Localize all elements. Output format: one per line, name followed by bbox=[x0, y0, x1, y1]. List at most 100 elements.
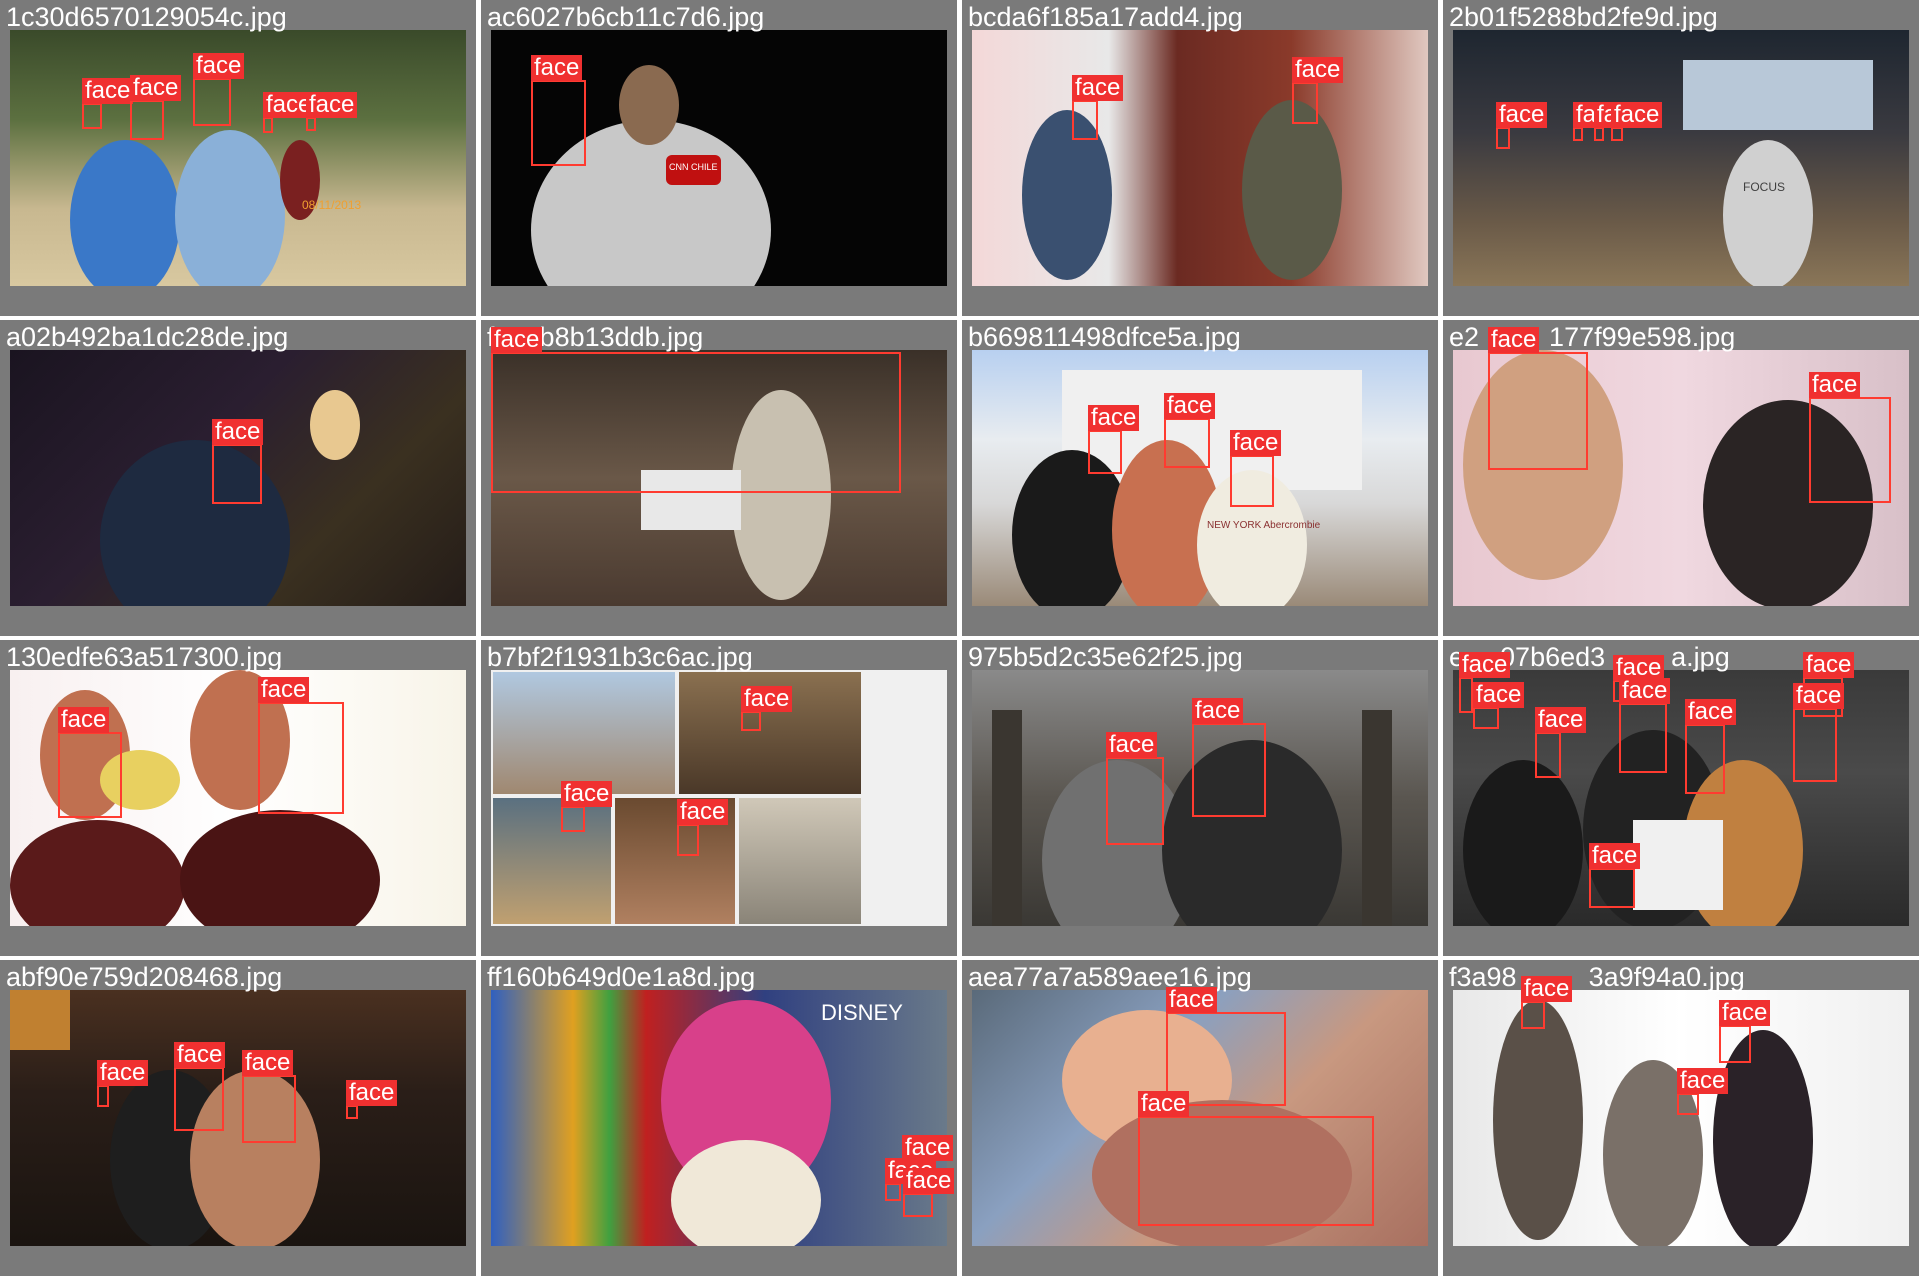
person bbox=[619, 65, 679, 145]
tile-filename: 2b01f5288bd2fe9d.jpg bbox=[1449, 2, 1718, 32]
person bbox=[70, 140, 180, 286]
photo: DISNEY bbox=[491, 990, 947, 1246]
shirt-text: FOCUS bbox=[1743, 180, 1785, 194]
face-box: face bbox=[1685, 699, 1737, 794]
image-tile: a02b492ba1dc28de.jpg face bbox=[0, 320, 476, 636]
face-box: face bbox=[1230, 430, 1282, 507]
face-box: face bbox=[1803, 652, 1855, 717]
person bbox=[1723, 140, 1813, 286]
image-tile: aea77a7a589aee16.jpg face face bbox=[962, 960, 1438, 1276]
face-box: face bbox=[561, 781, 613, 832]
photo bbox=[972, 990, 1428, 1246]
face-box: face bbox=[1459, 652, 1511, 713]
face-box: face bbox=[1535, 707, 1587, 778]
face-box: face bbox=[491, 327, 901, 493]
photo bbox=[1453, 670, 1909, 926]
column bbox=[1362, 710, 1392, 926]
face-box: face bbox=[130, 75, 182, 140]
face-box: face bbox=[1619, 678, 1671, 773]
paper bbox=[1633, 820, 1723, 910]
face-box: face bbox=[1589, 843, 1641, 908]
face-box: face bbox=[242, 1050, 296, 1143]
image-tile: 975b5d2c35e62f25.jpg face face bbox=[962, 640, 1438, 956]
person bbox=[190, 1070, 320, 1246]
face-box: face bbox=[212, 419, 264, 504]
face-box: face bbox=[1793, 683, 1845, 782]
model bbox=[1493, 1000, 1583, 1240]
lamp bbox=[310, 390, 360, 460]
tile-filename: e2 177f99e598.jpg bbox=[1449, 322, 1736, 352]
person bbox=[731, 390, 831, 600]
image-tile: 2b01f5288bd2fe9d.jpg FOCUS face face fac… bbox=[1443, 0, 1919, 316]
face-box: face bbox=[1677, 1068, 1729, 1115]
photo bbox=[10, 990, 466, 1246]
tile-filename: b669811498dfce5a.jpg bbox=[968, 322, 1241, 352]
model bbox=[1713, 1030, 1813, 1246]
photo-timestamp: 08/11/2013 bbox=[302, 198, 362, 212]
tile-filename: 1c30d6570129054c.jpg bbox=[6, 2, 287, 32]
bear-belly bbox=[671, 1140, 821, 1246]
face-box: face bbox=[306, 92, 358, 131]
face-box: face bbox=[1473, 682, 1525, 729]
face-box: face bbox=[1719, 1000, 1771, 1063]
face-box: face bbox=[1611, 102, 1663, 141]
face-box: face bbox=[1488, 327, 1588, 470]
glass bbox=[100, 750, 180, 810]
photo bbox=[10, 350, 466, 606]
collage-panel bbox=[739, 798, 861, 924]
face-box: face bbox=[263, 92, 315, 133]
column bbox=[992, 710, 1022, 926]
collage-panel bbox=[493, 672, 675, 794]
face-box: face bbox=[174, 1042, 226, 1131]
projection-screen bbox=[1683, 60, 1873, 130]
sign-text: DISNEY bbox=[821, 1000, 903, 1025]
image-tile: 130edfe63a517300.jpg face face bbox=[0, 640, 476, 956]
person bbox=[1022, 110, 1112, 280]
face-box: face bbox=[193, 53, 245, 126]
person bbox=[180, 810, 380, 926]
photo bbox=[1453, 990, 1909, 1246]
tile-filename: 130edfe63a517300.jpg bbox=[6, 642, 283, 672]
face-box: face bbox=[677, 799, 729, 856]
photo bbox=[972, 670, 1428, 926]
image-tile: f3a98 3a9f94a0.jpg face face face bbox=[1443, 960, 1919, 1276]
photo: FOCUS bbox=[1453, 30, 1909, 286]
photo bbox=[491, 670, 947, 926]
image-tile: bcda6f185a17add4.jpg face face bbox=[962, 0, 1438, 316]
image-tile: f4a3b8b13ddb.jpg face bbox=[481, 320, 957, 636]
person bbox=[531, 120, 771, 286]
person bbox=[1197, 470, 1307, 606]
person bbox=[10, 820, 185, 926]
face-box: face bbox=[903, 1168, 955, 1217]
face-box: face bbox=[97, 1060, 149, 1107]
face-box: face bbox=[1573, 102, 1625, 141]
collage-panel bbox=[493, 798, 611, 924]
face-box: face bbox=[1138, 1091, 1374, 1226]
face-box: face bbox=[741, 686, 793, 731]
man bbox=[1092, 1100, 1352, 1246]
mic-logo-text: CNN CHILE bbox=[669, 162, 718, 172]
face-box: face bbox=[1166, 987, 1286, 1106]
face-box: face bbox=[82, 78, 134, 129]
tile-filename: ff160b649d0e1a8d.jpg bbox=[487, 962, 756, 992]
photo bbox=[491, 350, 947, 606]
person bbox=[100, 440, 290, 606]
face-box: face bbox=[1594, 102, 1646, 141]
tile-filename: abf90e759d208468.jpg bbox=[6, 962, 283, 992]
face-box: face bbox=[1521, 976, 1573, 1029]
photo: NEW YORK Abercrombie bbox=[972, 350, 1428, 606]
image-tile: b669811498dfce5a.jpg NEW YORK Abercrombi… bbox=[962, 320, 1438, 636]
tile-filename: bcda6f185a17add4.jpg bbox=[968, 2, 1243, 32]
microphone bbox=[666, 155, 721, 185]
face-box: face bbox=[58, 707, 122, 818]
tile-filename: a02b492ba1dc28de.jpg bbox=[6, 322, 289, 352]
tile-filename: e 07b6ed3 a.jpg bbox=[1449, 642, 1730, 672]
image-tile: ff160b649d0e1a8d.jpg DISNEY face face fa… bbox=[481, 960, 957, 1276]
image-tile: e2 177f99e598.jpg face face bbox=[1443, 320, 1919, 636]
face-box: face bbox=[1292, 57, 1344, 124]
person bbox=[280, 140, 320, 220]
person bbox=[1463, 760, 1583, 926]
image-tile: abf90e759d208468.jpg face face face face bbox=[0, 960, 476, 1276]
face-box: face bbox=[1164, 393, 1216, 468]
